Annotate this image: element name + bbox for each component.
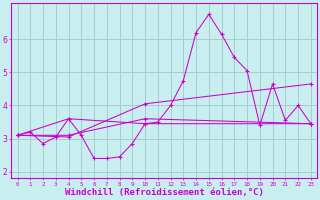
X-axis label: Windchill (Refroidissement éolien,°C): Windchill (Refroidissement éolien,°C) — [65, 188, 264, 197]
